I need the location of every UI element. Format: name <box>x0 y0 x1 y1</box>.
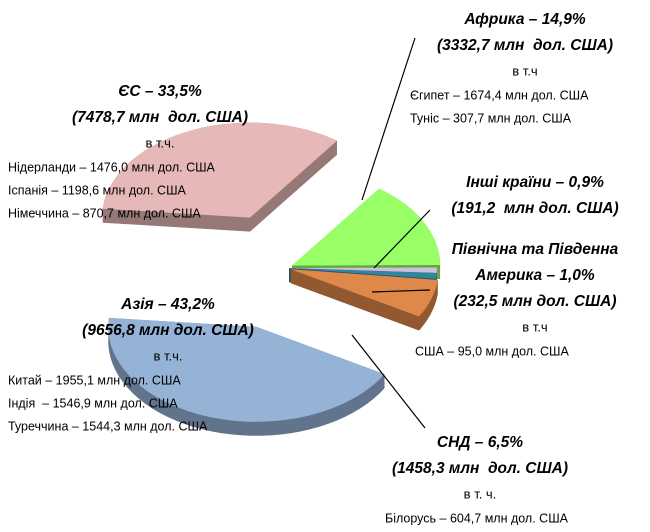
slice-detail: Німеччина – 870,7 млн дол. США <box>8 206 201 220</box>
slice-label: ЄС – 33,5% <box>118 83 202 100</box>
slice-label: Азія – 43,2% <box>120 296 215 313</box>
leader-line <box>361 37 416 201</box>
slice-note: в т.ч. <box>145 135 174 150</box>
slice-note: в т.ч <box>522 319 547 334</box>
slice-detail: США – 95,0 млн дол. США <box>415 344 569 358</box>
slice-label: Північна та Південна <box>452 241 619 258</box>
pie-slice <box>288 267 437 273</box>
slice-amount: (3332,7 млн дол. США) <box>437 37 613 54</box>
slice-note: в т.ч. <box>153 348 182 363</box>
slice-detail: Індія – 1546,9 млн дол. США <box>8 396 178 410</box>
pie-slice <box>108 317 385 422</box>
slice-note: в т. ч. <box>464 486 497 501</box>
slice-detail: Нідерланди – 1476,0 млн дол. США <box>8 160 216 174</box>
slice-detail: Туреччина – 1544,3 млн дол. США <box>8 419 208 433</box>
slice-detail: Китай – 1955,1 млн дол. США <box>8 373 181 387</box>
slice-detail: Іспанія – 1198,6 млн дол. США <box>8 183 187 197</box>
slice-amount: (191,2 млн дол. США) <box>451 200 618 217</box>
slice-detail: Єгипет – 1674,4 млн дол. США <box>410 88 589 102</box>
slice-amount: (9656,8 млн дол. США) <box>82 322 254 339</box>
slice-label: Інші країни – 0,9% <box>466 174 604 191</box>
pie-slice <box>102 122 338 218</box>
slice-amount: (1458,3 млн дол. США) <box>392 460 568 477</box>
slice-detail: Білорусь – 604,7 млн дол. США <box>385 511 569 525</box>
slice-amount: (7478,7 млн дол. США) <box>72 109 248 126</box>
pie <box>102 122 441 436</box>
leader-line <box>351 334 426 429</box>
slice-detail: Туніс – 307,7 млн дол. США <box>410 111 572 125</box>
pie-slice <box>288 268 437 279</box>
pie-slice <box>292 188 441 266</box>
slice-amount: (232,5 млн дол. США) <box>453 293 616 310</box>
slice-note: в т.ч <box>512 63 537 78</box>
slice-label: СНД – 6,5% <box>437 434 523 451</box>
slice-label: Америка – 1,0% <box>474 267 595 284</box>
pie-slice <box>290 269 438 317</box>
slice-label: Африка – 14,9% <box>463 11 586 28</box>
labels: Африка – 14,9% (3332,7 млн дол. США) в т.ч… <box>8 11 619 525</box>
leader-line <box>371 289 431 293</box>
leader-line <box>373 209 431 269</box>
